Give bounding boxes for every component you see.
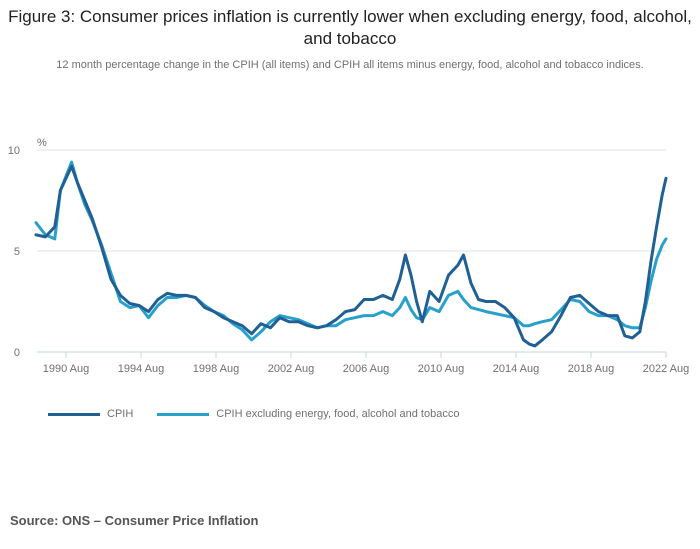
- legend-swatch-cpih-excluding: [157, 412, 210, 416]
- gridlines: [37, 149, 666, 252]
- y-tick-label: 5: [14, 246, 20, 258]
- series-line-cpih: [34, 164, 668, 348]
- y-tick-label: 0: [14, 347, 20, 359]
- x-tick-label: 1998 Aug: [193, 363, 240, 375]
- x-tick-label: 2014 Aug: [493, 363, 540, 375]
- legend-item-cpih[interactable]: CPIH: [48, 408, 133, 420]
- line-chart: 0 5 10 % 1990 Aug 1994 Aug 1998 Aug 2002 Aug 2…: [8, 137, 690, 375]
- series-lines: [34, 160, 668, 348]
- x-tick-label: 2006 Aug: [343, 363, 390, 375]
- legend-swatch-cpih: [48, 412, 100, 416]
- x-tick-label: 1990 Aug: [43, 363, 90, 375]
- x-axis: 1990 Aug 1994 Aug 1998 Aug 2002 Aug 2006 Aug…: [37, 351, 690, 375]
- y-tick-label: 10: [8, 145, 20, 157]
- legend: CPIH CPIH excluding energy, food, alcoho…: [48, 408, 483, 420]
- x-tick-label: 2002 Aug: [268, 363, 315, 375]
- source-note: Source: ONS – Consumer Price Inflation: [10, 513, 259, 528]
- chart-subtitle: 12 month percentage change in the CPIH (…: [56, 59, 644, 71]
- legend-label-cpih: CPIH: [107, 408, 134, 420]
- x-tick-label: 2010 Aug: [418, 363, 465, 375]
- legend-item-cpih-excluding[interactable]: CPIH excluding energy, food, alcohol and…: [157, 408, 459, 420]
- x-tick-label: 2022 Aug: [643, 363, 690, 375]
- y-axis-label: %: [37, 137, 47, 149]
- x-tick-label: 1994 Aug: [118, 363, 165, 375]
- y-axis-ticks: 0 5 10: [8, 145, 20, 359]
- legend-label-cpih-excluding: CPIH excluding energy, food, alcohol and…: [216, 408, 460, 420]
- chart-title: Figure 3: Consumer prices inflation is c…: [8, 7, 692, 48]
- x-tick-label: 2018 Aug: [568, 363, 615, 375]
